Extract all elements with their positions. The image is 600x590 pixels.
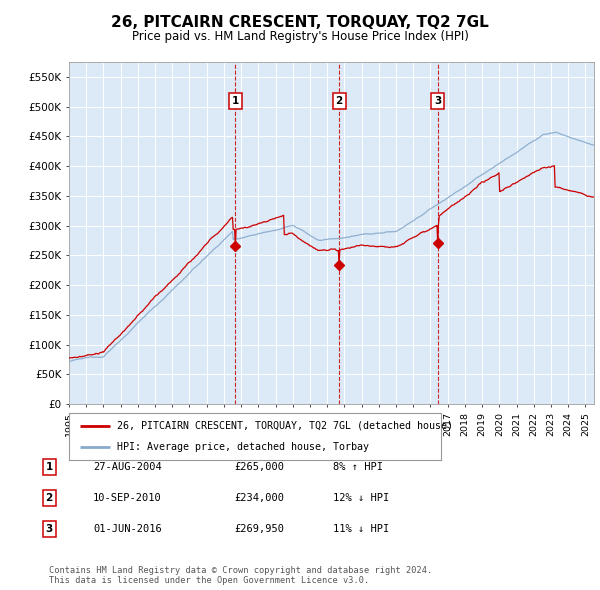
Text: 11% ↓ HPI: 11% ↓ HPI (333, 524, 389, 533)
Text: £234,000: £234,000 (234, 493, 284, 503)
Text: HPI: Average price, detached house, Torbay: HPI: Average price, detached house, Torb… (118, 442, 370, 453)
Text: 27-AUG-2004: 27-AUG-2004 (93, 463, 162, 472)
Text: 2: 2 (46, 493, 53, 503)
Text: £269,950: £269,950 (234, 524, 284, 533)
Text: 26, PITCAIRN CRESCENT, TORQUAY, TQ2 7GL: 26, PITCAIRN CRESCENT, TORQUAY, TQ2 7GL (111, 15, 489, 30)
Text: 26, PITCAIRN CRESCENT, TORQUAY, TQ2 7GL (detached house): 26, PITCAIRN CRESCENT, TORQUAY, TQ2 7GL … (118, 421, 454, 431)
Text: 10-SEP-2010: 10-SEP-2010 (93, 493, 162, 503)
Text: 8% ↑ HPI: 8% ↑ HPI (333, 463, 383, 472)
Text: 3: 3 (46, 524, 53, 533)
Text: £265,000: £265,000 (234, 463, 284, 472)
Text: 2: 2 (335, 96, 343, 106)
Text: Contains HM Land Registry data © Crown copyright and database right 2024.
This d: Contains HM Land Registry data © Crown c… (49, 566, 433, 585)
Text: 1: 1 (232, 96, 239, 106)
Text: Price paid vs. HM Land Registry's House Price Index (HPI): Price paid vs. HM Land Registry's House … (131, 30, 469, 43)
Text: 1: 1 (46, 463, 53, 472)
Text: 3: 3 (434, 96, 442, 106)
Text: 12% ↓ HPI: 12% ↓ HPI (333, 493, 389, 503)
Text: 01-JUN-2016: 01-JUN-2016 (93, 524, 162, 533)
